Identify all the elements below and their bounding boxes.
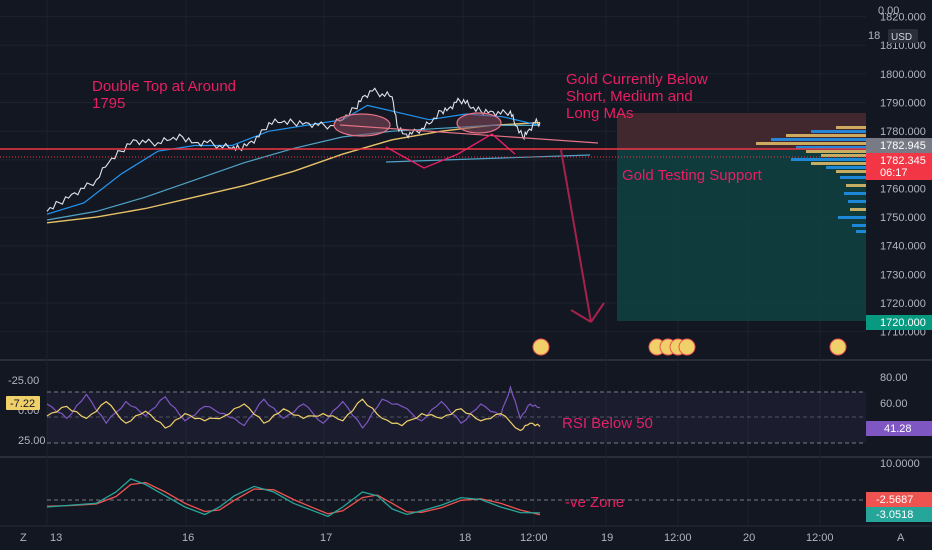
rsi-value-badge bbox=[866, 421, 932, 436]
time-tick: 12:00 bbox=[806, 532, 834, 544]
svg-text:80.00: 80.00 bbox=[880, 372, 908, 384]
ma-long-line[interactable] bbox=[46, 121, 541, 224]
svg-text:25.00: 25.00 bbox=[18, 435, 46, 447]
volume-profile-bar bbox=[840, 176, 866, 179]
current-price-value: 1782.945 bbox=[880, 140, 926, 152]
volume-profile bbox=[756, 126, 866, 233]
volume-profile-bar bbox=[821, 154, 866, 157]
last-price-badge bbox=[866, 153, 932, 180]
annotation-double-top[interactable]: Double Top at Around 1795 bbox=[92, 78, 240, 112]
price-tick: 1820.000 bbox=[880, 12, 926, 24]
time-tick: 20 bbox=[743, 532, 755, 544]
volume-profile-bar bbox=[811, 130, 866, 133]
macd-value-badge bbox=[866, 492, 932, 507]
support-price-value: 1720.000 bbox=[880, 317, 926, 329]
rsi-axis-ticks: 80.00 60.00 bbox=[880, 372, 908, 410]
top-axis-label: 0.00 bbox=[878, 5, 899, 17]
rsi-value: 41.28 bbox=[884, 423, 912, 435]
price-tick: 1790.000 bbox=[880, 98, 926, 110]
svg-text:-25.00: -25.00 bbox=[8, 375, 39, 387]
volume-profile-bar bbox=[791, 158, 866, 161]
price-tick: 1740.000 bbox=[880, 241, 926, 253]
left-value: -7.22 bbox=[10, 398, 35, 410]
ma-short-line[interactable] bbox=[46, 104, 541, 215]
volume-profile-bar bbox=[856, 230, 866, 233]
time-tick: 13 bbox=[50, 532, 62, 544]
double-top-peak-1[interactable] bbox=[333, 113, 391, 137]
annotation-ve-zone[interactable]: -ve Zone bbox=[565, 494, 624, 511]
descending-trendline[interactable] bbox=[339, 124, 599, 144]
time-tick: 19 bbox=[601, 532, 613, 544]
left-value-badge bbox=[6, 396, 40, 410]
price-axis-panel[interactable] bbox=[866, 0, 932, 526]
annotation-testing-support[interactable]: Gold Testing Support bbox=[622, 167, 763, 184]
volume-profile-bar bbox=[786, 134, 866, 137]
support-zone[interactable] bbox=[617, 149, 866, 321]
last-price-value: 1782.345 bbox=[880, 155, 926, 167]
down-arrow-projection[interactable] bbox=[560, 149, 605, 323]
currency-badge[interactable] bbox=[888, 29, 918, 43]
volume-profile-bar bbox=[844, 192, 866, 195]
volume-profile-bar bbox=[826, 166, 866, 169]
macd-value: -2.5687 bbox=[876, 494, 913, 506]
rsi-line[interactable] bbox=[46, 398, 541, 432]
annotation-below-mas[interactable]: Gold Currently Below Short, Medium and L… bbox=[566, 71, 712, 122]
price-tick: 1800.000 bbox=[880, 69, 926, 81]
auto-scale-button[interactable]: A bbox=[897, 532, 905, 544]
vertical-grid bbox=[46, 0, 821, 526]
oscillator-line[interactable] bbox=[46, 385, 541, 430]
volume-profile-bar bbox=[811, 162, 866, 165]
volume-profile-bar bbox=[756, 142, 866, 145]
price-tick: 1750.000 bbox=[880, 212, 926, 224]
time-tick: 12:00 bbox=[664, 532, 692, 544]
currency-label[interactable]: USD bbox=[891, 32, 912, 43]
volume-profile-bar bbox=[852, 224, 866, 227]
price-tick: 1780.000 bbox=[880, 126, 926, 138]
macd-pane[interactable] bbox=[0, 458, 866, 526]
bar-countdown: 06:17 bbox=[880, 167, 908, 179]
price-tick: 1720.000 bbox=[880, 298, 926, 310]
signal-value-badge bbox=[866, 507, 932, 522]
volume-profile-bar bbox=[838, 216, 866, 219]
ascending-trendline[interactable] bbox=[385, 154, 591, 163]
double-top-peak-2[interactable] bbox=[456, 112, 502, 134]
current-price-badge bbox=[866, 138, 932, 153]
volume-profile-bar bbox=[836, 126, 866, 129]
time-axis[interactable]: Z 13 16 17 18 12:00 19 12:00 20 12:00 A bbox=[20, 532, 905, 544]
time-axis-icon[interactable]: Z bbox=[20, 532, 27, 544]
time-tick: 16 bbox=[182, 532, 194, 544]
macd-line[interactable] bbox=[46, 478, 541, 518]
us-flag-icon bbox=[829, 338, 847, 356]
time-tick: 17 bbox=[320, 532, 332, 544]
volume-profile-bar bbox=[771, 138, 866, 141]
macd-axis-tick: 10.0000 bbox=[880, 458, 920, 470]
time-tick: 12:00 bbox=[520, 532, 548, 544]
volume-profile-bar bbox=[848, 200, 866, 203]
support-price-badge bbox=[866, 315, 932, 330]
macd-signal-line[interactable] bbox=[46, 481, 541, 516]
price-tick: 1730.000 bbox=[880, 269, 926, 281]
price-line[interactable] bbox=[46, 87, 541, 212]
top-axis-label: 18 bbox=[868, 30, 880, 42]
signal-value: -3.0518 bbox=[876, 509, 913, 521]
svg-text:60.00: 60.00 bbox=[880, 398, 908, 410]
volume-profile-bar bbox=[850, 208, 866, 211]
volume-profile-bar bbox=[796, 146, 866, 149]
double-top-m-pattern[interactable] bbox=[385, 133, 516, 169]
annotation-rsi-below[interactable]: RSI Below 50 bbox=[562, 415, 653, 432]
time-tick: 18 bbox=[459, 532, 471, 544]
economic-event-flags[interactable] bbox=[532, 338, 847, 356]
price-tick: 1760.000 bbox=[880, 183, 926, 195]
volume-profile-bar bbox=[806, 150, 866, 153]
us-flag-icon bbox=[678, 338, 696, 356]
us-flag-icon bbox=[532, 338, 550, 356]
volume-profile-bar bbox=[836, 170, 866, 173]
volume-profile-bar bbox=[846, 184, 866, 187]
price-tick: 1810.000 bbox=[880, 40, 926, 52]
